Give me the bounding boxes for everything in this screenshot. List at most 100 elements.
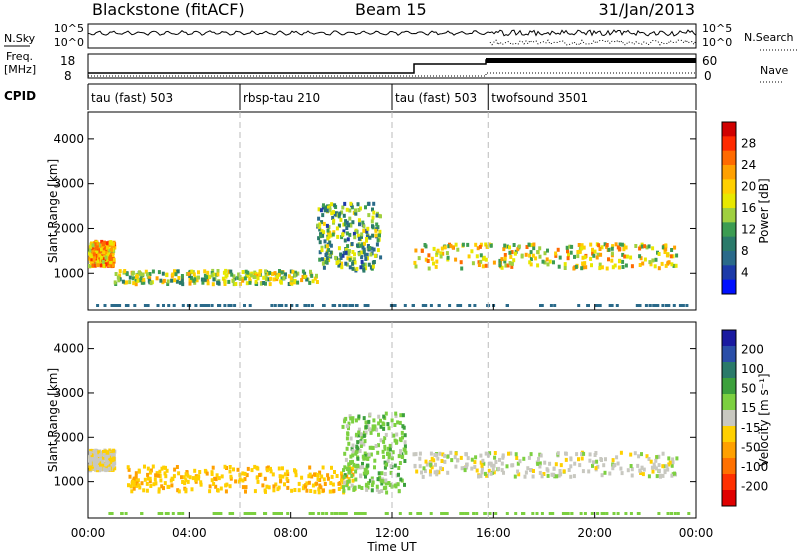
heatmap-cell: [245, 281, 249, 286]
heatmap-cell: [508, 261, 512, 265]
heatmap-cell: [535, 512, 539, 515]
heatmap-cell: [672, 304, 676, 307]
heatmap-cell: [241, 270, 245, 274]
heatmap-cell: [95, 245, 99, 250]
heatmap-cell: [611, 458, 615, 463]
heatmap-cell: [570, 244, 574, 249]
heatmap-cell: [338, 304, 342, 307]
heatmap-cell: [180, 278, 184, 283]
heatmap-cell: [350, 466, 354, 471]
heatmap-cell: [238, 276, 242, 281]
heatmap-cell: [113, 280, 117, 285]
heatmap-cell: [366, 470, 370, 475]
heatmap-cell: [277, 466, 281, 471]
heatmap-cell: [498, 457, 501, 462]
heatmap-cell: [622, 247, 626, 252]
heatmap-cell: [177, 489, 181, 494]
heatmap-cell: [371, 224, 374, 229]
heatmap-cell: [569, 464, 573, 469]
heatmap-cell: [110, 304, 114, 307]
heatmap-cell: [135, 483, 138, 488]
heatmap-cell: [592, 253, 596, 258]
heatmap-cell: [364, 425, 368, 430]
heatmap-cell: [371, 215, 375, 220]
heatmap-cell: [166, 282, 170, 286]
heatmap-cell: [363, 304, 367, 307]
heatmap-cell: [337, 246, 341, 251]
heatmap-cell: [492, 260, 496, 265]
heatmap-cell: [619, 450, 623, 455]
heatmap-cell: [489, 471, 493, 476]
heatmap-cell: [334, 255, 338, 260]
heatmap-cell: [325, 223, 329, 228]
noise-search-trace: [489, 39, 697, 46]
heatmap-cell: [212, 277, 216, 282]
heatmap-cell: [549, 304, 553, 307]
heatmap-cell: [268, 270, 272, 275]
heatmap-cell: [366, 304, 370, 307]
heatmap-cell: [307, 474, 311, 479]
heatmap-cell: [671, 460, 675, 465]
heatmap-cell: [272, 512, 276, 515]
heatmap-cell: [228, 469, 232, 474]
heatmap-cell: [641, 472, 645, 477]
heatmap-cell: [482, 255, 486, 260]
heatmap-cell: [363, 241, 366, 246]
heatmap-cell: [141, 272, 145, 277]
heatmap-cell: [243, 276, 247, 281]
heatmap-cell: [342, 485, 345, 490]
colorbar-tick-label: -200: [741, 479, 768, 493]
heatmap-cell: [654, 257, 658, 262]
heatmap-cell: [217, 512, 221, 515]
heatmap-cell: [362, 267, 366, 272]
heatmap-cell: [308, 465, 312, 470]
heatmap-cell: [492, 463, 496, 468]
heatmap-cell: [125, 280, 129, 285]
heatmap-cell: [610, 246, 614, 251]
heatmap-cell: [134, 282, 138, 287]
heatmap-cell: [375, 222, 379, 227]
heatmap-cell: [357, 236, 361, 241]
heatmap-cell: [305, 277, 309, 282]
heatmap-cell: [399, 477, 403, 482]
freq-left-tick-top: 18: [60, 54, 75, 68]
heatmap-cell: [176, 488, 180, 493]
heatmap-cell: [199, 304, 203, 307]
heatmap-cell: [672, 263, 676, 268]
heatmap-cell: [362, 433, 366, 438]
heatmap-cell: [651, 258, 655, 263]
heatmap-cell: [221, 276, 225, 281]
heatmap-cell: [498, 258, 502, 263]
heatmap-cell: [648, 304, 652, 307]
colorbar-tick-label: -100: [741, 460, 768, 474]
heatmap-cell: [369, 252, 373, 257]
heatmap-cell: [378, 233, 381, 238]
heatmap-cell: [508, 250, 512, 255]
heatmap-cell: [321, 213, 325, 218]
heatmap-cell: [208, 484, 212, 489]
heatmap-cell: [105, 251, 108, 256]
y-tick-label: 3000: [53, 177, 84, 191]
colorbar-tick-label: 12: [741, 223, 756, 237]
heatmap-cell: [421, 304, 425, 307]
heatmap-cell: [563, 266, 567, 270]
heatmap-cell: [211, 465, 215, 470]
heatmap-cell: [194, 475, 198, 480]
heatmap-cell: [343, 465, 347, 470]
colorbar-swatch: [722, 136, 736, 152]
heatmap-cell: [156, 304, 160, 307]
heatmap-cell: [373, 465, 376, 470]
heatmap-cell: [633, 451, 637, 456]
heatmap-cell: [459, 304, 463, 307]
heatmap-cell: [197, 270, 200, 275]
heatmap-cell: [331, 232, 335, 237]
heatmap-cell: [384, 462, 388, 467]
noise-right-label: N.Search: [744, 31, 794, 44]
heatmap-cell: [180, 274, 184, 278]
heatmap-cell: [105, 245, 109, 250]
heatmap-cell: [372, 418, 376, 423]
heatmap-cell: [493, 455, 497, 460]
heatmap-cell: [281, 474, 285, 479]
heatmap-cell: [212, 482, 216, 486]
heatmap-cell: [271, 472, 275, 477]
